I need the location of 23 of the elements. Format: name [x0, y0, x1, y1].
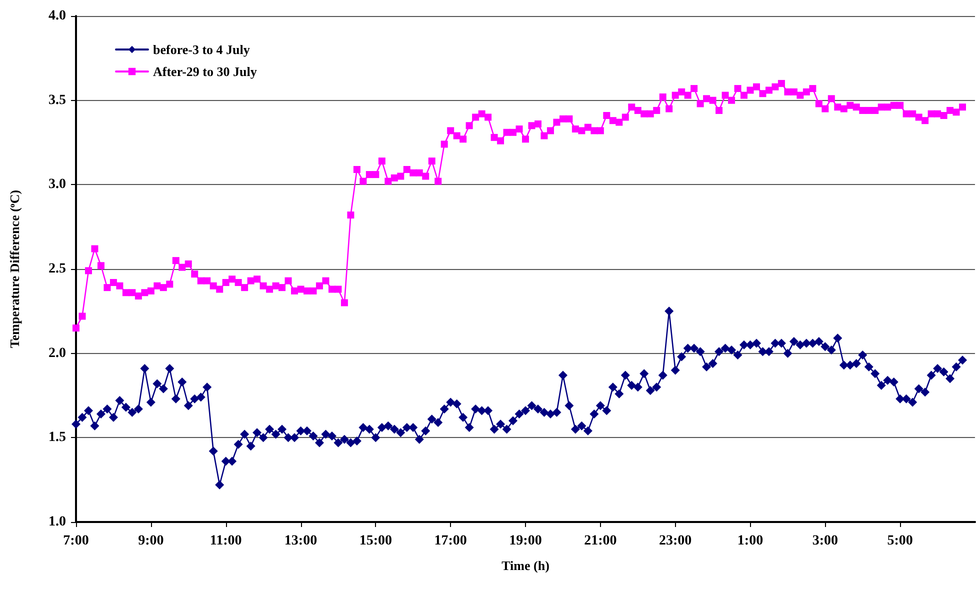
- y-tick-label: 3.0: [48, 177, 66, 192]
- x-tick-label: 7:00: [63, 534, 89, 548]
- x-tick-label: 17:00: [434, 534, 467, 548]
- x-tick-label: 19:00: [509, 534, 542, 548]
- x-tick-label: 13:00: [284, 534, 318, 548]
- x-axis-title: Time (h): [502, 558, 550, 573]
- y-tick-label: 2.5: [48, 262, 66, 276]
- y-tick-label: 2.0: [48, 346, 66, 361]
- y-tick-label: 1.5: [48, 430, 66, 446]
- legend-label: After-29 to 30 July: [153, 64, 258, 79]
- x-tick-label: 15:00: [359, 534, 392, 548]
- x-tick-label: 5:00: [887, 534, 913, 548]
- x-tick-label: 9:00: [138, 534, 164, 548]
- x-tick-label: 3:00: [812, 534, 838, 548]
- y-axis-title: Temperature Difference (oC): [7, 190, 22, 348]
- x-tick-label: 1:00: [737, 534, 764, 548]
- x-tick-label: 21:00: [584, 534, 617, 548]
- y-tick-label: 4.0: [48, 8, 66, 24]
- y-tick-label: 1.0: [48, 514, 66, 530]
- y-tick-label: 3.5: [48, 92, 66, 108]
- x-tick-label: 23:00: [658, 534, 692, 548]
- legend-label: before-3 to 4 July: [153, 42, 250, 57]
- x-tick-label: 11:00: [210, 534, 242, 548]
